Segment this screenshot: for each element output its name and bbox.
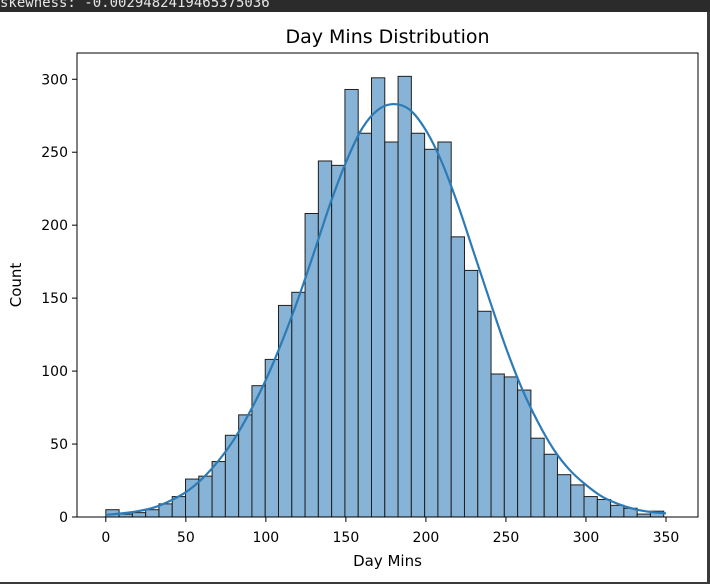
y-tick-label: 100 bbox=[41, 364, 68, 380]
histogram-bar bbox=[410, 132, 426, 518]
output-frame-bottom-border bbox=[0, 582, 710, 584]
output-frame-right-border bbox=[707, 12, 710, 584]
histogram-bar bbox=[198, 475, 213, 518]
histogram-bar bbox=[490, 373, 505, 518]
histogram-bar bbox=[397, 75, 412, 518]
histogram-bar bbox=[596, 498, 612, 518]
histogram-bars bbox=[105, 75, 665, 518]
x-tick-label: 100 bbox=[252, 530, 279, 546]
y-tick-label: 250 bbox=[41, 145, 68, 161]
y-tick-label: 200 bbox=[41, 218, 68, 234]
histogram-bar bbox=[503, 376, 519, 518]
histogram-bar bbox=[530, 437, 545, 518]
x-tick-label: 200 bbox=[413, 530, 440, 546]
histogram-bar bbox=[278, 304, 293, 518]
histogram-bar bbox=[610, 504, 625, 518]
x-tick-label: 0 bbox=[101, 530, 110, 546]
histogram-bar bbox=[131, 512, 147, 518]
histogram-bar bbox=[370, 77, 386, 518]
y-tick-label: 150 bbox=[41, 291, 68, 307]
histogram-bar bbox=[583, 496, 598, 518]
x-axis-ticks: 0 50 100 150 200 250 300 350 bbox=[101, 517, 679, 546]
histogram-bar bbox=[477, 310, 492, 518]
histogram-bar bbox=[357, 132, 372, 518]
histogram-bar bbox=[450, 236, 465, 518]
chart-title: Day Mins Distribution bbox=[285, 26, 489, 48]
histogram-bar bbox=[211, 461, 226, 518]
skewness-output-text: skewness: -0.0029482419465375036 bbox=[0, 0, 270, 11]
y-tick-label: 300 bbox=[41, 72, 68, 88]
kde-curve bbox=[105, 102, 667, 516]
y-tick-label: 0 bbox=[59, 510, 68, 526]
output-header: skewness: -0.0029482419465375036 bbox=[0, 0, 710, 12]
histogram-bar bbox=[291, 291, 306, 518]
histogram-bar bbox=[344, 88, 359, 518]
x-axis-label: Day Mins bbox=[353, 552, 422, 570]
y-axis-label: Count bbox=[7, 263, 25, 308]
histogram-bar bbox=[264, 358, 280, 518]
histogram-bar bbox=[556, 474, 572, 518]
histogram-bar bbox=[517, 389, 532, 518]
histogram-bar bbox=[384, 141, 399, 518]
histogram-bar bbox=[317, 160, 333, 518]
histogram-bar bbox=[570, 484, 585, 518]
histogram-bar bbox=[331, 164, 346, 518]
histogram-bar bbox=[463, 269, 479, 518]
histogram-bar bbox=[437, 141, 452, 518]
y-tick-label: 50 bbox=[50, 437, 68, 453]
axes-frame bbox=[76, 52, 699, 518]
histogram-bar bbox=[424, 148, 439, 518]
x-tick-label: 50 bbox=[177, 530, 195, 546]
x-tick-label: 300 bbox=[573, 530, 600, 546]
histogram-bar bbox=[543, 453, 558, 518]
x-tick-label: 350 bbox=[653, 530, 680, 546]
y-axis-ticks: 0 50 100 150 200 250 300 bbox=[41, 72, 77, 526]
x-tick-label: 150 bbox=[333, 530, 360, 546]
x-tick-label: 250 bbox=[493, 530, 520, 546]
histogram-bar bbox=[145, 509, 160, 518]
